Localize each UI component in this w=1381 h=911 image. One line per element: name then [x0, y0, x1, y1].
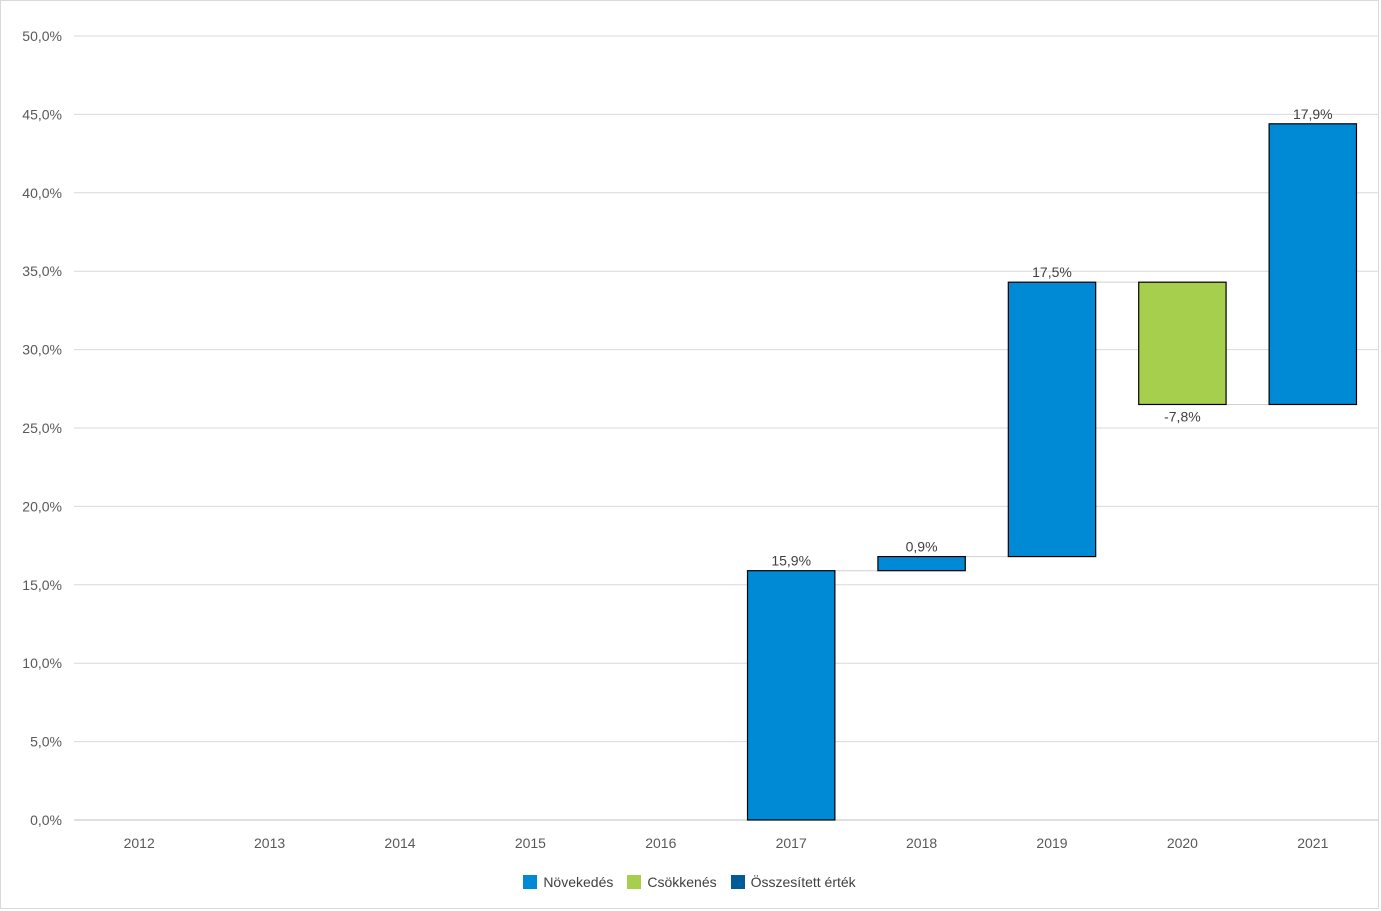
legend-swatch-decrease — [627, 875, 642, 889]
legend-label-increase: Növekedés — [543, 874, 614, 890]
x-axis-tick-labels: 2012 2013 2014 2015 2016 2017 2018 2019 2020 2021 — [124, 835, 1329, 851]
bar-2020 — [1138, 281, 1227, 406]
y-tick-label: 30,0% — [22, 342, 62, 358]
x-tick-label: 2016 — [645, 835, 676, 851]
connector-lines — [834, 281, 1270, 572]
data-label-2021: 17,9% — [1293, 106, 1333, 122]
x-tick-label: 2017 — [776, 835, 807, 851]
bars — [746, 123, 1358, 821]
legend-label-decrease: Csökkenés — [647, 874, 717, 890]
x-tick-label: 2018 — [906, 835, 937, 851]
data-labels: 15,9% 0,9% 17,5% -7,8% 17,9% — [771, 106, 1332, 569]
y-tick-label: 35,0% — [22, 263, 62, 279]
x-tick-label: 2020 — [1167, 835, 1198, 851]
legend-label-total: Összesített érték — [750, 874, 856, 890]
legend-item-total: Összesített érték — [730, 874, 856, 890]
bar-2021 — [1268, 123, 1358, 406]
bar-2019 — [1007, 281, 1097, 558]
y-tick-label: 45,0% — [22, 106, 62, 122]
x-tick-label: 2012 — [124, 835, 155, 851]
gridlines — [74, 35, 1378, 821]
bar-2017 — [746, 570, 836, 821]
data-label-2017: 15,9% — [771, 553, 811, 569]
y-axis-tick-labels: 0,0% 5,0% 10,0% 15,0% 20,0% 25,0% 30,0% 35,0% 40… — [22, 28, 62, 828]
y-tick-label: 15,0% — [22, 577, 62, 593]
data-label-2019: 17,5% — [1032, 264, 1072, 280]
y-tick-label: 20,0% — [22, 498, 62, 514]
y-tick-label: 0,0% — [30, 812, 62, 828]
bar-2018 — [877, 555, 966, 572]
data-label-2018: 0,9% — [906, 539, 938, 555]
y-tick-label: 25,0% — [22, 420, 62, 436]
waterfall-chart: 0,0% 5,0% 10,0% 15,0% 20,0% 25,0% 30,0% 35,0% 40… — [22, 28, 1378, 851]
x-tick-label: 2014 — [384, 835, 415, 851]
x-tick-label: 2019 — [1036, 835, 1067, 851]
x-tick-label: 2013 — [254, 835, 285, 851]
legend: Növekedés Csökkenés Összesített érték — [0, 874, 1379, 890]
y-tick-label: 50,0% — [22, 28, 62, 44]
legend-item-increase: Növekedés — [523, 874, 613, 890]
legend-swatch-total — [730, 875, 745, 889]
legend-item-decrease: Csökkenés — [627, 874, 717, 890]
y-tick-label: 5,0% — [30, 734, 62, 750]
y-tick-label: 10,0% — [22, 655, 62, 671]
data-label-2020: -7,8% — [1164, 408, 1201, 424]
x-tick-label: 2021 — [1297, 835, 1328, 851]
x-tick-label: 2015 — [515, 835, 546, 851]
y-tick-label: 40,0% — [22, 185, 62, 201]
legend-swatch-increase — [523, 875, 538, 889]
